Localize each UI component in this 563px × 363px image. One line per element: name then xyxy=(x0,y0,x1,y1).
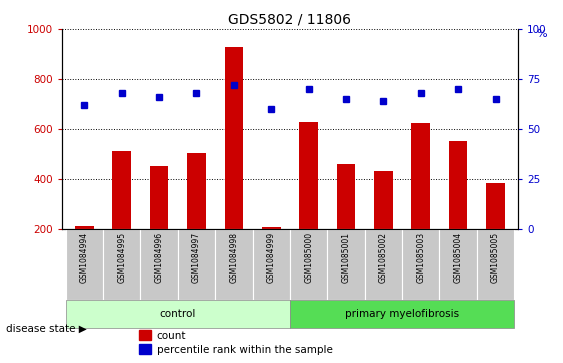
Text: GSM1085001: GSM1085001 xyxy=(342,232,351,283)
Text: percentile rank within the sample: percentile rank within the sample xyxy=(157,344,333,355)
Text: GSM1085002: GSM1085002 xyxy=(379,232,388,283)
Text: primary myelofibrosis: primary myelofibrosis xyxy=(345,309,459,319)
Bar xyxy=(290,299,514,328)
Bar xyxy=(178,229,215,299)
Bar xyxy=(440,229,477,299)
Text: GSM1084997: GSM1084997 xyxy=(192,232,201,284)
Text: count: count xyxy=(157,331,186,340)
Bar xyxy=(262,227,280,280)
Bar xyxy=(327,229,365,299)
Bar xyxy=(337,164,355,280)
Text: GSM1084996: GSM1084996 xyxy=(155,232,164,284)
Bar xyxy=(225,46,243,280)
Bar xyxy=(215,229,253,299)
Text: GSM1085004: GSM1085004 xyxy=(454,232,463,284)
Title: GDS5802 / 11806: GDS5802 / 11806 xyxy=(229,12,351,26)
Bar xyxy=(365,229,402,299)
Bar xyxy=(412,123,430,280)
Bar xyxy=(140,229,178,299)
Text: GSM1085005: GSM1085005 xyxy=(491,232,500,284)
Bar xyxy=(477,229,514,299)
Bar xyxy=(449,140,467,280)
Bar xyxy=(66,299,290,328)
Bar xyxy=(253,229,290,299)
Bar xyxy=(486,183,505,280)
Text: GSM1084995: GSM1084995 xyxy=(117,232,126,284)
Text: %: % xyxy=(536,29,547,39)
Bar xyxy=(75,226,93,280)
Bar xyxy=(140,330,151,340)
Bar xyxy=(402,229,440,299)
Bar xyxy=(113,151,131,280)
Text: GSM1085003: GSM1085003 xyxy=(416,232,425,284)
Text: GSM1084999: GSM1084999 xyxy=(267,232,276,284)
Text: GSM1085000: GSM1085000 xyxy=(304,232,313,284)
Bar xyxy=(103,229,140,299)
Text: disease state ▶: disease state ▶ xyxy=(6,323,86,334)
Bar xyxy=(290,229,327,299)
Text: GSM1084998: GSM1084998 xyxy=(229,232,238,283)
Bar xyxy=(66,229,103,299)
Text: GSM1084994: GSM1084994 xyxy=(80,232,89,284)
Bar xyxy=(374,171,393,280)
Text: control: control xyxy=(160,309,196,319)
Bar xyxy=(187,153,206,280)
Bar xyxy=(150,166,168,280)
Bar xyxy=(300,122,318,280)
Bar xyxy=(140,344,151,354)
